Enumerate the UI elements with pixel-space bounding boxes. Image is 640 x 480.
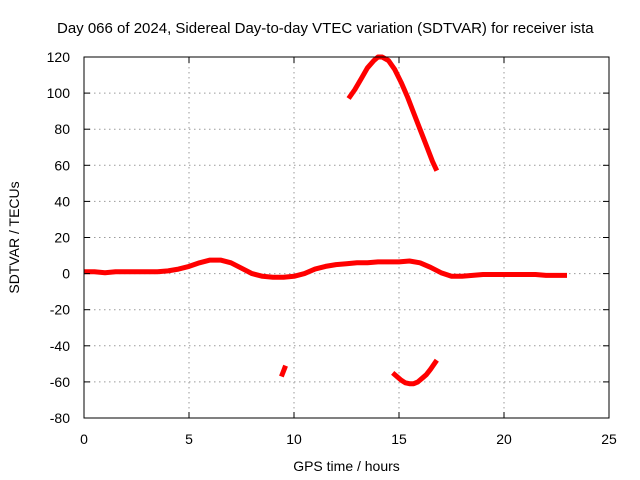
y-axis-label: SDTVAR / TECUs [6, 181, 22, 293]
y-tick-label: 40 [54, 193, 70, 209]
grid [84, 57, 609, 418]
y-tick-label: 20 [54, 230, 70, 246]
x-tick-label: 20 [496, 431, 512, 447]
y-tick-label: -20 [50, 302, 70, 318]
x-tick-label: 5 [185, 431, 193, 447]
y-tick-label: 120 [47, 49, 71, 65]
y-tick-label: 80 [54, 121, 70, 137]
series-line-peak-arc [346, 54, 440, 172]
chart-title: Day 066 of 2024, Sidereal Day-to-day VTE… [57, 20, 594, 37]
x-axis-label: GPS time / hours [293, 458, 400, 474]
y-tick-label: -60 [50, 374, 70, 390]
x-tick-label: 15 [391, 431, 407, 447]
series-layer [84, 54, 567, 387]
x-tick-label: 0 [80, 431, 88, 447]
series-line-main [84, 257, 567, 280]
y-tick-label: -80 [50, 410, 70, 426]
x-tick-label: 25 [601, 431, 617, 447]
x-tick-label: 10 [286, 431, 302, 447]
y-tick-label: 0 [62, 266, 70, 282]
y-tick-label: 60 [54, 157, 70, 173]
series-line-short-segment [279, 364, 288, 378]
y-tick-label: -40 [50, 338, 70, 354]
y-tick-label: 100 [47, 85, 71, 101]
series-line-trough-arc [391, 358, 439, 387]
axis-ticks: 0 5 10 15 20 25 -80 -60 -40 -20 0 20 40 60 80 100 120 [47, 49, 617, 447]
